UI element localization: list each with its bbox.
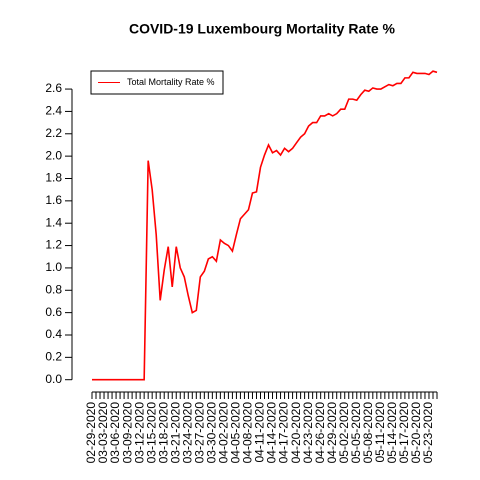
x-tick-label: 03-09-2020 bbox=[120, 402, 134, 464]
x-tick-label: 05-14-2020 bbox=[385, 402, 399, 464]
data-line bbox=[92, 70, 438, 381]
x-tick-label: 05-08-2020 bbox=[361, 402, 375, 464]
x-tick-label: 03-12-2020 bbox=[132, 402, 146, 464]
x-tick-label: 04-11-2020 bbox=[253, 402, 267, 463]
x-tick-label: 03-03-2020 bbox=[96, 402, 110, 464]
x-tick-label: 04-17-2020 bbox=[277, 402, 291, 464]
y-tick-label: 2.4 bbox=[45, 104, 62, 118]
y-tick-label: 0.6 bbox=[45, 305, 62, 319]
x-tick-label: 04-23-2020 bbox=[301, 402, 315, 464]
x-tick-label: 04-05-2020 bbox=[229, 402, 243, 464]
y-tick-label: 0.8 bbox=[45, 282, 62, 296]
legend-label: Total Mortality Rate % bbox=[127, 77, 215, 87]
x-tick-label: 03-21-2020 bbox=[168, 402, 182, 464]
y-tick-label: 2.2 bbox=[45, 126, 62, 140]
chart-title: COVID-19 Luxembourg Mortality Rate % bbox=[129, 21, 396, 37]
x-tick-label: 03-06-2020 bbox=[108, 402, 122, 464]
x-tick-label: 05-11-2020 bbox=[373, 402, 387, 463]
x-tick-label: 03-18-2020 bbox=[156, 402, 170, 464]
y-tick-label: 0.4 bbox=[45, 327, 62, 341]
legend-box bbox=[90, 70, 224, 95]
legend: Total Mortality Rate % bbox=[90, 70, 224, 95]
x-tick-label: 04-29-2020 bbox=[325, 402, 339, 464]
x-tick-label: 05-20-2020 bbox=[409, 402, 423, 464]
x-tick-label: 05-02-2020 bbox=[337, 402, 351, 464]
x-tick-label: 04-20-2020 bbox=[289, 402, 303, 464]
x-tick-label: 03-15-2020 bbox=[144, 402, 158, 464]
y-tick-label: 2.6 bbox=[45, 81, 62, 95]
y-tick-label: 1.6 bbox=[45, 193, 62, 207]
x-tick-label: 02-29-2020 bbox=[84, 402, 98, 464]
x-tick-label: 03-30-2020 bbox=[205, 402, 219, 464]
y-tick-label: 2.0 bbox=[45, 148, 62, 162]
x-tick-label: 04-08-2020 bbox=[241, 402, 255, 464]
x-tick-label: 04-02-2020 bbox=[217, 402, 231, 464]
x-tick-label: 03-24-2020 bbox=[180, 402, 194, 464]
y-tick-label: 1.4 bbox=[45, 215, 62, 229]
x-tick-label: 04-26-2020 bbox=[313, 402, 327, 464]
y-tick-label: 1.8 bbox=[45, 171, 62, 185]
y-tick-label: 0.2 bbox=[45, 350, 62, 364]
x-tick-label: 04-14-2020 bbox=[265, 402, 279, 464]
y-tick-label: 0.0 bbox=[45, 372, 62, 386]
x-tick-label: 03-27-2020 bbox=[192, 402, 206, 464]
x-tick-label: 05-23-2020 bbox=[421, 402, 435, 464]
y-tick-label: 1.2 bbox=[45, 238, 62, 252]
x-tick-label: 05-05-2020 bbox=[349, 402, 363, 464]
x-tick-label: 05-17-2020 bbox=[397, 402, 411, 464]
y-tick-label: 1.0 bbox=[45, 260, 62, 274]
